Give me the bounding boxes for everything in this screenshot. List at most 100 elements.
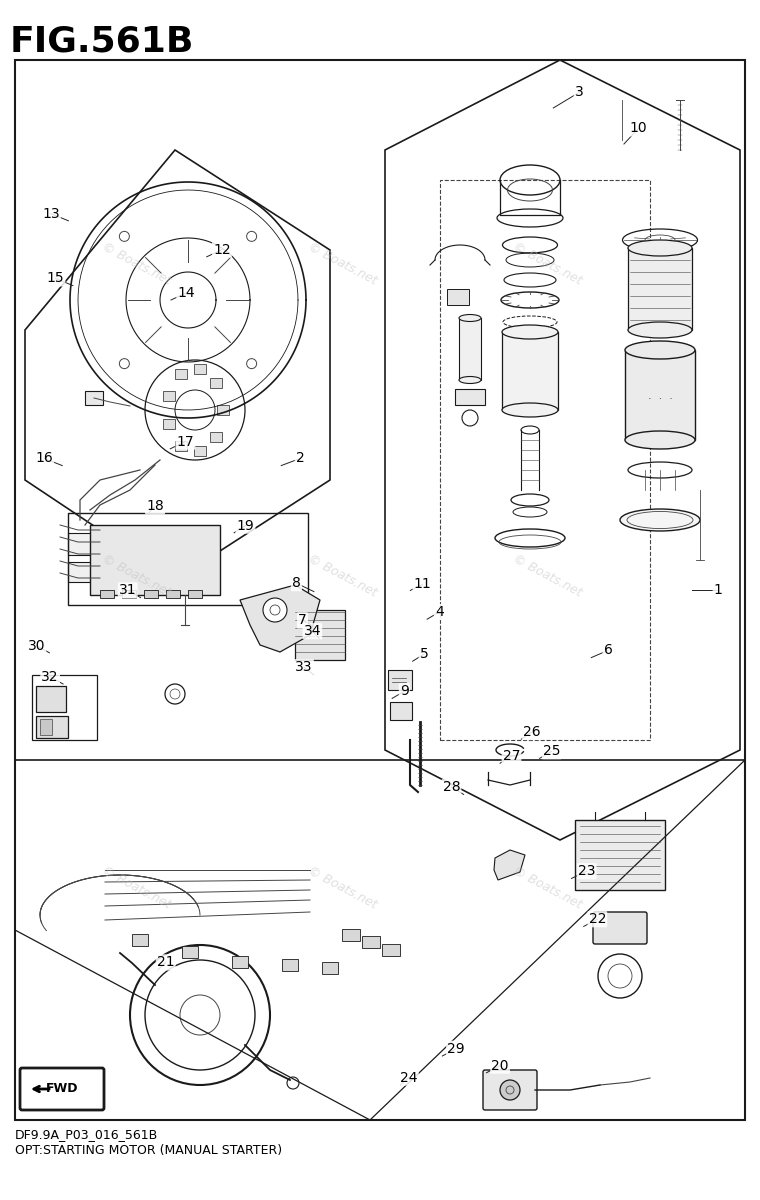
Text: © Boats.net: © Boats.net — [100, 552, 173, 600]
FancyBboxPatch shape — [211, 432, 223, 442]
FancyBboxPatch shape — [68, 562, 96, 582]
Text: 2: 2 — [296, 451, 305, 466]
Polygon shape — [494, 850, 525, 880]
Text: 12: 12 — [213, 242, 231, 257]
Text: © Boats.net: © Boats.net — [511, 240, 584, 288]
FancyBboxPatch shape — [36, 716, 68, 738]
Bar — [625, 350, 695, 440]
Text: 22: 22 — [588, 912, 606, 926]
FancyBboxPatch shape — [144, 590, 158, 598]
Text: 32: 32 — [41, 670, 59, 684]
FancyBboxPatch shape — [36, 686, 66, 712]
FancyBboxPatch shape — [362, 936, 380, 948]
Bar — [32, 674, 97, 740]
FancyBboxPatch shape — [295, 610, 345, 660]
Text: 27: 27 — [502, 749, 521, 763]
Ellipse shape — [628, 240, 692, 256]
FancyBboxPatch shape — [175, 442, 187, 451]
FancyBboxPatch shape — [575, 820, 665, 890]
FancyBboxPatch shape — [90, 526, 220, 595]
FancyBboxPatch shape — [211, 378, 223, 388]
Text: © Boats.net: © Boats.net — [511, 864, 584, 912]
Bar — [502, 332, 558, 410]
Text: OPT:STARTING MOTOR (MANUAL STARTER): OPT:STARTING MOTOR (MANUAL STARTER) — [15, 1144, 282, 1157]
Text: 20: 20 — [491, 1058, 509, 1073]
Text: 29: 29 — [447, 1042, 465, 1056]
Bar — [15, 760, 745, 1120]
Ellipse shape — [625, 431, 695, 449]
FancyBboxPatch shape — [175, 368, 187, 379]
FancyBboxPatch shape — [282, 959, 298, 971]
FancyBboxPatch shape — [194, 364, 206, 373]
Text: 6: 6 — [603, 643, 613, 658]
Text: 31: 31 — [119, 583, 137, 598]
Text: FIG.561B: FIG.561B — [10, 25, 195, 59]
Text: 16: 16 — [35, 451, 53, 466]
FancyBboxPatch shape — [163, 419, 175, 430]
FancyBboxPatch shape — [483, 1070, 537, 1110]
Circle shape — [263, 598, 287, 622]
FancyBboxPatch shape — [194, 446, 206, 456]
Text: 13: 13 — [42, 206, 60, 221]
FancyBboxPatch shape — [188, 590, 202, 598]
Text: 18: 18 — [146, 499, 164, 514]
FancyBboxPatch shape — [163, 391, 175, 401]
Text: 4: 4 — [435, 605, 444, 619]
Text: 25: 25 — [543, 744, 561, 758]
Ellipse shape — [502, 325, 558, 338]
FancyBboxPatch shape — [322, 962, 338, 974]
Ellipse shape — [620, 509, 700, 530]
Text: 10: 10 — [629, 121, 648, 136]
Text: © Boats.net: © Boats.net — [306, 552, 378, 600]
Bar — [15, 60, 745, 1120]
FancyBboxPatch shape — [342, 929, 360, 941]
FancyBboxPatch shape — [593, 912, 647, 944]
FancyBboxPatch shape — [388, 670, 412, 690]
FancyBboxPatch shape — [232, 956, 248, 968]
Text: 17: 17 — [176, 434, 195, 449]
FancyBboxPatch shape — [447, 289, 469, 305]
Text: © Boats.net: © Boats.net — [306, 864, 378, 912]
Text: 3: 3 — [575, 85, 584, 100]
Text: 5: 5 — [420, 647, 429, 661]
Text: © Boats.net: © Boats.net — [511, 552, 584, 600]
Text: 9: 9 — [400, 684, 409, 698]
Text: 1: 1 — [714, 583, 723, 598]
FancyBboxPatch shape — [166, 590, 180, 598]
Text: 33: 33 — [295, 660, 313, 674]
FancyBboxPatch shape — [122, 590, 136, 598]
Text: 30: 30 — [27, 638, 46, 653]
Text: 26: 26 — [523, 725, 541, 739]
FancyBboxPatch shape — [217, 404, 229, 415]
Text: 15: 15 — [46, 271, 65, 286]
Text: ·  ·  ·: · · · — [648, 394, 673, 404]
FancyBboxPatch shape — [85, 391, 103, 404]
Ellipse shape — [628, 322, 692, 338]
Text: 21: 21 — [157, 955, 175, 970]
Text: 7: 7 — [298, 613, 307, 628]
Text: 28: 28 — [442, 780, 461, 794]
Ellipse shape — [459, 314, 481, 322]
Ellipse shape — [502, 403, 558, 416]
FancyBboxPatch shape — [68, 533, 98, 554]
Polygon shape — [240, 584, 320, 652]
Text: © Boats.net: © Boats.net — [100, 864, 173, 912]
Ellipse shape — [625, 341, 695, 359]
Text: 23: 23 — [578, 864, 596, 878]
Bar — [440, 180, 650, 740]
Text: 14: 14 — [177, 286, 195, 300]
Text: © Boats.net: © Boats.net — [306, 240, 378, 288]
Text: 24: 24 — [400, 1070, 418, 1085]
Text: FWD: FWD — [46, 1082, 78, 1096]
Text: 11: 11 — [413, 577, 432, 592]
Text: 34: 34 — [303, 624, 321, 638]
FancyBboxPatch shape — [182, 946, 198, 958]
FancyBboxPatch shape — [132, 934, 148, 946]
Ellipse shape — [459, 377, 481, 384]
FancyBboxPatch shape — [100, 590, 114, 598]
Bar — [459, 318, 481, 380]
Text: 8: 8 — [292, 576, 301, 590]
FancyBboxPatch shape — [40, 719, 52, 734]
Bar — [628, 248, 692, 330]
FancyBboxPatch shape — [20, 1068, 104, 1110]
